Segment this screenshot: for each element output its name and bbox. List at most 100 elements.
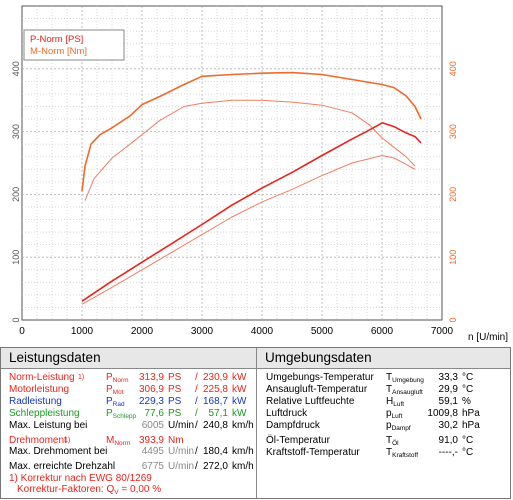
legend-p-norm: P-Norm [PS] — [30, 34, 83, 45]
y-left-tick-label: 200 — [11, 187, 21, 202]
panel-divider — [256, 348, 257, 498]
value-separator: / — [195, 420, 198, 431]
x-tick-label: 2000 — [131, 326, 154, 337]
umgebung-label: Ansaugluft-Temperatur — [266, 384, 368, 395]
leistung-symbol: PNorm — [106, 372, 129, 384]
max-drehzahl-speed-unit: km/h — [232, 461, 254, 472]
leistung-label: Max. Leistung bei — [9, 420, 88, 431]
umgebung-label: Öl-Temperatur — [266, 435, 330, 446]
umgebung-unit: °C — [462, 372, 474, 383]
umgebung-symbol: TÖl — [386, 435, 399, 447]
leistung-symbol-subscript: Norm — [112, 377, 129, 384]
max-drehmoment-separator: / — [195, 446, 198, 457]
legend: P-Norm [PS] M-Norm [Nm] — [23, 29, 125, 61]
y-right-tick-label: 300 — [448, 124, 458, 139]
x-axis-label: n [U/min] — [468, 332, 508, 342]
unit-ps: PS — [168, 372, 182, 383]
max-drehzahl-speed: 272,0 — [202, 461, 228, 472]
unit-kw: kW — [232, 396, 247, 407]
series-lines — [81, 71, 422, 305]
umgebung-value: ----,- — [438, 447, 458, 458]
umgebung-value: 59,1 — [438, 396, 458, 407]
max-drehzahl-rpm-unit: U/min — [168, 461, 195, 472]
x-tick-label: 7000 — [431, 326, 454, 337]
umgebung-symbol: TKraftstoff — [386, 447, 419, 459]
max-drehmoment-rpm: 4495 — [141, 446, 164, 457]
data-panel: Leistungsdaten Umgebungsdaten Norm-Leist… — [0, 347, 511, 499]
y-right-tick-label: 200 — [448, 187, 458, 202]
series-line-secondary-torque — [84, 99, 416, 201]
unit-kw: kW — [232, 384, 247, 395]
max-drehzahl-separator: / — [195, 461, 198, 472]
leistung-symbol: PSchlepp — [106, 408, 137, 420]
umgebung-label: Kraftstoff-Temperatur — [266, 447, 360, 458]
umgebung-symbol: HLuft — [386, 396, 405, 408]
leistung-symbol-subscript: Schlepp — [112, 413, 137, 420]
value-kw: 168,7 — [202, 396, 228, 407]
footnote-correction: 1) Korrektur nach EWG 80/1269 — [9, 473, 152, 484]
series-line-m-norm — [81, 71, 422, 192]
x-tick-label: 0 — [19, 326, 25, 337]
footnote-factors-subscript: V — [114, 489, 119, 496]
umgebung-symbol-subscript: Öl — [392, 440, 399, 447]
y-right-tick-labels: 0 100 200 300 400 — [448, 61, 458, 322]
umgebung-symbol-subscript: Dampf — [391, 425, 411, 432]
leistung-symbol: PRad — [106, 396, 125, 408]
value-separator: / — [195, 408, 198, 419]
umgebung-label: Umgebungs-Temperatur — [266, 372, 374, 383]
leistung-symbol-subscript: Mot — [112, 389, 124, 396]
umgebung-unit: hPa — [462, 408, 480, 419]
umgebung-symbol-subscript: Ansaugluft — [392, 389, 423, 396]
umgebung-unit: hPa — [462, 420, 480, 431]
umgebung-value: 30,2 — [438, 420, 458, 431]
umgebung-symbol: pLuft — [386, 408, 403, 420]
y-left-tick-label: 0 — [11, 317, 21, 322]
value-ps: 6005 — [141, 420, 164, 431]
max-drehmoment-speed-unit: km/h — [232, 446, 254, 457]
drehmoment-label: Drehmoment — [9, 435, 67, 446]
footnote-mark: 1) — [78, 374, 85, 381]
value-ps: 306,9 — [138, 384, 164, 395]
x-tick-labels: 0 1000 2000 3000 4000 5000 6000 7000 — [19, 326, 453, 337]
umgebung-value: 29,9 — [438, 384, 458, 395]
grid — [22, 6, 442, 320]
value-separator: / — [195, 396, 198, 407]
umgebung-unit: % — [462, 396, 471, 407]
unit-ps: PS — [168, 396, 182, 407]
leistungsdaten-header: Leistungsdaten — [1, 348, 256, 369]
legend-m-norm: M-Norm [Nm] — [30, 46, 87, 57]
umgebung-value: 1009,8 — [427, 408, 458, 419]
leistung-label: Norm-Leistung — [9, 372, 75, 383]
umgebung-label: Dampfdruck — [266, 420, 320, 431]
max-drehmoment-label: Max. Drehmoment bei — [9, 446, 108, 457]
unit-kw: kW — [232, 408, 247, 419]
x-tick-label: 6000 — [371, 326, 394, 337]
drehmoment-unit: Nm — [168, 435, 184, 446]
umgebung-symbol-subscript: Luft — [391, 413, 403, 420]
x-tick-label: 4000 — [251, 326, 274, 337]
legend-box — [23, 29, 125, 61]
leistung-symbol: PMot — [106, 384, 124, 396]
umgebung-unit: °C — [462, 384, 474, 395]
value-ps: 77,6 — [144, 408, 164, 419]
max-drehmoment-rpm-unit: U/min — [168, 446, 195, 457]
y-left-tick-labels: 0 100 200 300 400 — [11, 61, 21, 322]
umgebung-unit: °C — [462, 447, 474, 458]
x-tick-label: 1000 — [71, 326, 94, 337]
unit-ps: PS — [168, 384, 182, 395]
leistung-symbol-subscript: Rad — [112, 401, 125, 408]
x-tick-label: 3000 — [191, 326, 214, 337]
umgebung-symbol: pDampf — [386, 420, 411, 432]
leistung-label: Motorleistung — [9, 384, 70, 395]
drehmoment-symbol: MNorm — [106, 435, 131, 447]
leistung-label: Radleistung — [9, 396, 62, 407]
value-separator: / — [195, 384, 198, 395]
umgebung-symbol: TAnsaugluft — [386, 384, 423, 396]
y-right-tick-label: 0 — [448, 317, 458, 322]
umgebungsdaten-header: Umgebungsdaten — [257, 348, 510, 369]
value-ps: 313,9 — [138, 372, 164, 383]
umgebung-symbol-subscript: Umgebung — [392, 377, 424, 384]
umgebung-value: 91,0 — [438, 435, 458, 446]
value-kw: 230,9 — [202, 372, 228, 383]
umgebung-value: 33,3 — [438, 372, 458, 383]
